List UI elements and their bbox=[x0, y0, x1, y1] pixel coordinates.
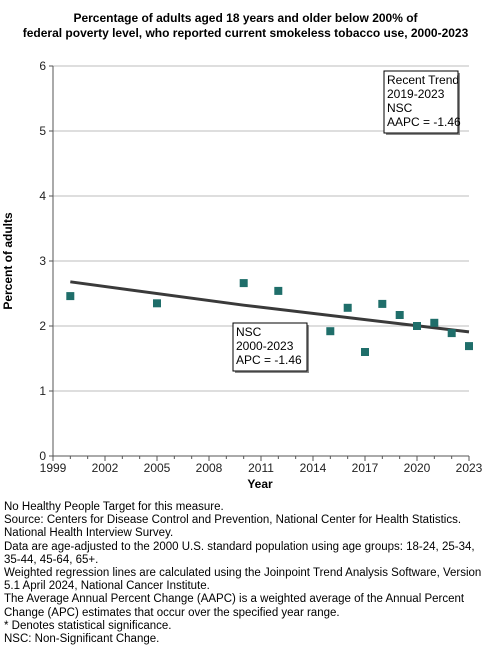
footnote-line: NSC: Non-Significant Change. bbox=[4, 633, 160, 646]
data-point bbox=[395, 311, 404, 319]
annotation-text: APC = -1.46 bbox=[236, 353, 302, 367]
annotation-text: AAPC = -1.46 bbox=[387, 115, 461, 129]
trend-line-group bbox=[70, 280, 470, 334]
footnote-line: Source: Centers for Disease Control and … bbox=[4, 514, 462, 540]
data-point bbox=[274, 286, 283, 295]
footnote-line: Data are age-adjusted to the 2000 U.S. s… bbox=[4, 540, 475, 566]
y-tick-label: 1 bbox=[39, 384, 46, 398]
chart-title-line-2: federal poverty level, who reported curr… bbox=[22, 26, 469, 40]
footnote-line: The Average Annual Percent Change (AAPC)… bbox=[4, 593, 465, 619]
annotation-text: NSC bbox=[236, 325, 262, 339]
y-tick-label: 0 bbox=[39, 449, 46, 463]
annotation-box-frame bbox=[383, 70, 459, 134]
x-tick-label: 2008 bbox=[196, 461, 223, 475]
y-tick-label: 3 bbox=[39, 254, 46, 268]
chart-title-line-1: Percentage of adults aged 18 years and o… bbox=[73, 11, 418, 25]
x-tick-label: 2014 bbox=[300, 461, 327, 475]
annotation-text: 2019-2023 bbox=[387, 87, 445, 101]
data-points bbox=[66, 279, 473, 356]
y-tick-label: 5 bbox=[39, 124, 46, 138]
data-point bbox=[413, 322, 421, 330]
annotation-text: Recent Trend bbox=[387, 73, 459, 87]
trend-line bbox=[70, 280, 470, 334]
data-point bbox=[239, 279, 248, 288]
footnote-line: No Healthy People Target for this measur… bbox=[4, 501, 224, 513]
gridlines bbox=[53, 65, 469, 392]
y-tick-label: 6 bbox=[39, 59, 46, 73]
x-tick-label: 2011 bbox=[248, 461, 274, 475]
data-point bbox=[343, 303, 352, 312]
footnote-line: * Denotes statistical significance. bbox=[4, 619, 172, 632]
annotation-text: NSC bbox=[387, 101, 413, 115]
x-tick-label: 2005 bbox=[144, 461, 171, 475]
data-point bbox=[361, 348, 369, 356]
x-tick-label: 2023 bbox=[456, 461, 483, 475]
data-point bbox=[66, 292, 75, 301]
data-point bbox=[430, 318, 439, 327]
data-point bbox=[153, 299, 161, 308]
footnote-line: Weighted regression lines are calculated… bbox=[4, 567, 482, 593]
y-tick-label: 4 bbox=[39, 189, 46, 203]
x-tick-label: 2017 bbox=[352, 461, 379, 475]
footnotes: No Healthy People Target for this measur… bbox=[4, 501, 488, 646]
annotation-text: 2000-2023 bbox=[236, 339, 294, 353]
chart-plot: 0 1 2 3 4 5 6 1999 2002 2005 2008 2011 2014 2017 2020 2… bbox=[1, 59, 483, 491]
y-tick-label: 2 bbox=[39, 319, 46, 333]
y-axis-title: Percent of adults bbox=[1, 212, 15, 310]
chart-title: Percentage of adults aged 18 years and o… bbox=[0, 11, 491, 41]
x-tick-label: 2020 bbox=[404, 461, 431, 475]
data-point bbox=[326, 327, 335, 336]
x-tick-label: 1999 bbox=[40, 461, 67, 475]
annotation-box-frame bbox=[232, 322, 308, 372]
data-point bbox=[465, 342, 473, 351]
axes: 0 1 2 3 4 5 6 1999 2002 2005 2008 2011 2014 2017 2020 2… bbox=[39, 59, 482, 475]
x-axis-title: Year bbox=[247, 477, 273, 491]
data-point bbox=[378, 299, 387, 308]
x-tick-label: 2002 bbox=[92, 461, 119, 475]
data-point bbox=[447, 329, 456, 338]
